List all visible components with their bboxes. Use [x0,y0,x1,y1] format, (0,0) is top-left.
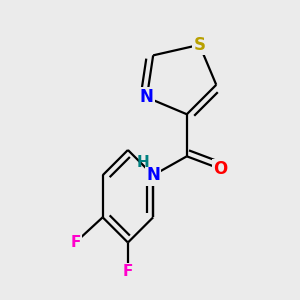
Text: N: N [146,166,160,184]
Text: S: S [194,36,206,54]
Text: N: N [140,88,154,106]
Text: F: F [70,235,80,250]
Text: F: F [123,265,133,280]
Text: H: H [136,155,149,170]
Text: O: O [213,160,228,178]
